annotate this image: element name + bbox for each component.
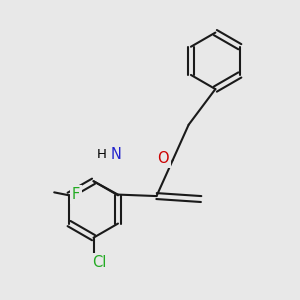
Text: N: N: [110, 147, 121, 162]
Text: Cl: Cl: [92, 255, 107, 270]
Text: O: O: [158, 151, 169, 166]
Text: F: F: [72, 187, 80, 202]
Text: H: H: [97, 148, 107, 161]
